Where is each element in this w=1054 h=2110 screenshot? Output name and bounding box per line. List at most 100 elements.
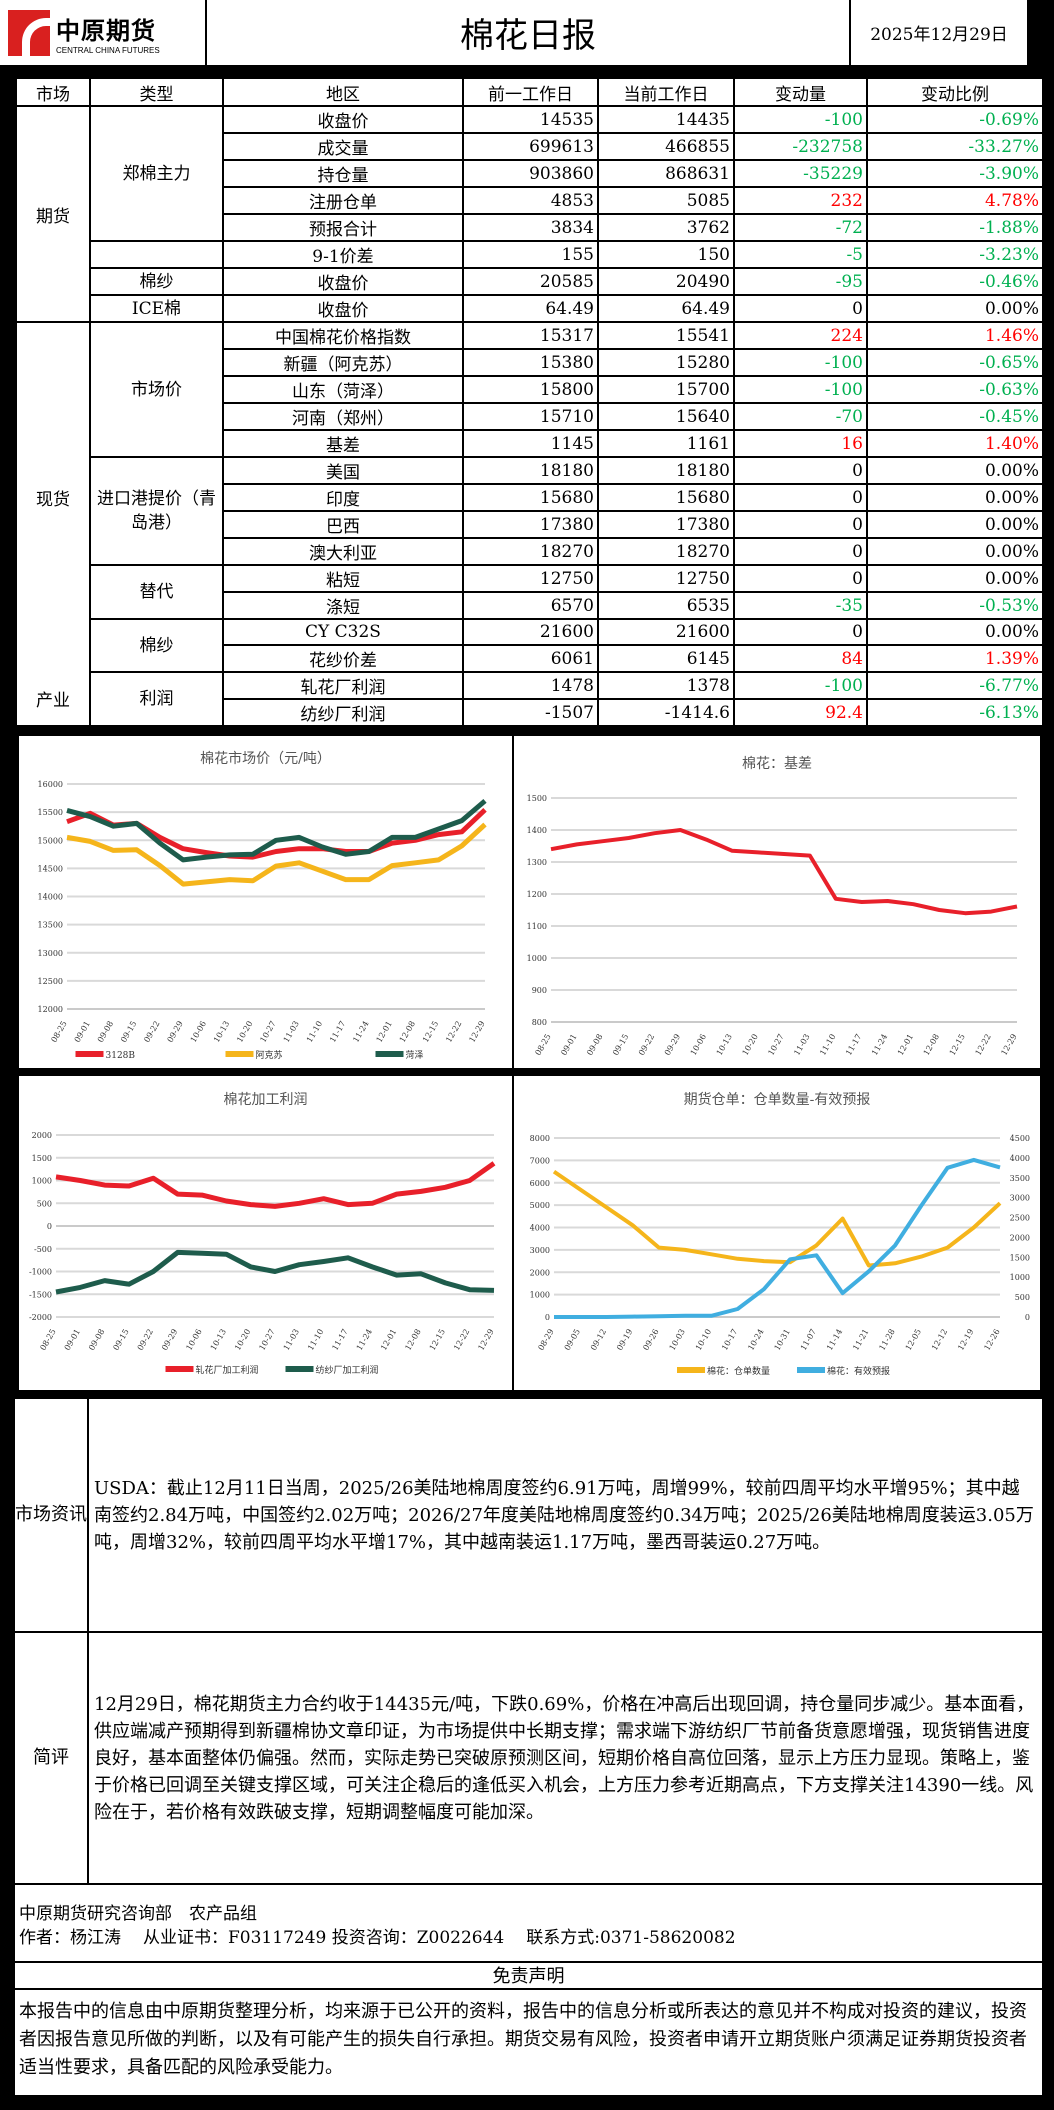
current-value: 15700 (597, 375, 735, 404)
region-cell: 中国棉花价格指数 (222, 321, 464, 350)
legend-label: 阿克苏 (256, 1049, 283, 1061)
y-tick-label: 6000 (530, 1179, 550, 1188)
type-cell: 利润 (89, 671, 224, 728)
x-tick-label: 12-15 (428, 1328, 447, 1352)
x-tick-label: 10-31 (773, 1328, 792, 1352)
table-row: 预报合计 3834 3762 -72 -1.88% (16, 213, 1044, 242)
table-row: 替代 粘短 12750 12750 0 0.00% (16, 564, 1044, 620)
region-cell: 收盘价 (222, 294, 464, 323)
x-tick-label: 10-10 (694, 1328, 713, 1352)
x-tick-label: 11-24 (355, 1328, 374, 1352)
region-cell: 花纱价差 (222, 644, 464, 674)
change-percent: -0.69% (866, 105, 1044, 134)
chart-title: 棉花加工利润 (224, 1091, 308, 1108)
table-row: 注册仓单 4853 5085 232 4.78% (16, 186, 1044, 215)
x-tick-label: 09-01 (63, 1328, 82, 1352)
previous-value: 17380 (462, 510, 599, 539)
chart-cotton-market-price: 棉花市场价（元/吨） 12000 12500 13000 13500 14000 14500… (17, 734, 514, 1070)
chart-processing-profit: 棉花加工利润 -2000 -1500 -1000 -500 0 500 1000 1500 200… (17, 1074, 514, 1392)
previous-value: 14535 (462, 105, 599, 134)
region-cell: 成交量 (222, 132, 464, 161)
price-table: 市场 类型 地区 前一工作日 当前工作日 变动量 变动比例 期货 郑棉主力 收盘价 14535 14… (15, 77, 1044, 728)
current-value: 6535 (597, 591, 735, 620)
type-cell: 替代 (89, 564, 224, 620)
legend-label: 棉花：仓单数量 (707, 1365, 770, 1377)
change-value: 0 (733, 483, 868, 512)
market-info-label: 市场资讯 (15, 1399, 89, 1631)
y2-tick-label: 3500 (1010, 1174, 1030, 1183)
y2-tick-label: 2500 (1010, 1214, 1030, 1223)
previous-value: 64.49 (462, 294, 599, 323)
type-cell: 棉纱 (89, 617, 224, 674)
chart-warehouse-receipts: 期货仓单：仓单数量-有效预报 0 1000 2000 3000 4000 5000 6000 7… (512, 1074, 1042, 1392)
report-header: 中原期货 CENTRAL CHINA FUTURES 棉花日报 2025年12月… (0, 0, 1027, 65)
change-percent: 0.00% (866, 294, 1044, 323)
type-cell: 进口港提价（青岛港） (89, 456, 224, 566)
current-value: 17380 (597, 510, 735, 539)
legend-label: 3128B (106, 1051, 136, 1061)
series-line-0 (55, 1161, 496, 1209)
x-tick-label: 10-27 (257, 1328, 276, 1352)
table-row: 期货 郑棉主力 收盘价 14535 14435 -100 -0.69% (15, 105, 1044, 323)
current-value: 20490 (597, 267, 735, 296)
change-percent: 0.00% (866, 537, 1044, 566)
x-tick-label: 09-22 (637, 1033, 656, 1057)
table-row: 9-1价差 155 150 -5 -3.23% (16, 240, 1044, 269)
previous-value: 18270 (462, 537, 599, 566)
y-tick-label: 2000 (32, 1131, 52, 1140)
change-value: 84 (733, 644, 868, 674)
x-tick-label: 12-29 (999, 1033, 1018, 1057)
previous-value: 1478 (462, 671, 599, 701)
x-tick-label: 08-29 (536, 1328, 555, 1352)
x-tick-label: 09-29 (663, 1033, 682, 1057)
region-cell: 新疆（阿克苏） (222, 348, 464, 377)
x-tick-label: 12-29 (467, 1020, 486, 1044)
x-tick-label: 11-03 (792, 1033, 811, 1057)
market-info-section: 市场资讯 USDA：截止12月11日当周，2025/26美陆地棉周度签约6.91… (15, 1397, 1042, 1633)
change-percent: 0.00% (866, 483, 1044, 512)
previous-value: 6570 (462, 591, 599, 620)
y2-tick-label: 0 (1025, 1313, 1030, 1322)
previous-value: 903860 (462, 159, 599, 188)
column-header: 地区 (222, 77, 464, 107)
y-tick-label: 3000 (530, 1246, 550, 1255)
y-tick-label: 1000 (32, 1177, 52, 1186)
y-tick-label: -2000 (29, 1313, 52, 1322)
x-tick-label: 11-17 (330, 1328, 349, 1352)
y-tick-label: 1200 (527, 890, 547, 899)
previous-value: 3834 (462, 213, 599, 242)
x-tick-label: 09-15 (611, 1033, 630, 1057)
current-value: 6145 (597, 644, 735, 674)
region-cell: 美国 (222, 456, 464, 485)
x-tick-label: 11-24 (870, 1033, 889, 1057)
change-percent: -0.46% (866, 267, 1044, 296)
x-tick-label: 12-08 (398, 1020, 417, 1044)
change-value: -100 (733, 671, 868, 701)
current-value: 21600 (597, 617, 735, 647)
column-header: 当前工作日 (597, 77, 735, 107)
legend-label: 轧花厂加工利润 (196, 1364, 259, 1376)
x-tick-label: 10-27 (258, 1020, 277, 1044)
certificate-info: 从业证书：F03117249 投资咨询：Z0022644 (143, 1928, 505, 1948)
region-cell: 山东（菏泽） (222, 375, 464, 404)
x-tick-label: 11-07 (799, 1328, 818, 1352)
change-value: 232 (733, 186, 868, 215)
x-tick-label: 09-29 (166, 1020, 185, 1044)
y2-tick-label: 1500 (1010, 1253, 1030, 1262)
x-tick-label: 10-06 (189, 1020, 208, 1044)
x-tick-label: 12-22 (452, 1328, 471, 1352)
y-tick-label: 7000 (530, 1156, 550, 1165)
change-value: -35229 (733, 159, 868, 188)
x-tick-label: 09-19 (615, 1328, 634, 1352)
change-percent: -0.45% (866, 402, 1044, 431)
change-value: 0 (733, 564, 868, 593)
x-tick-label: 12-26 (982, 1328, 1001, 1352)
x-tick-label: 08-25 (38, 1328, 57, 1352)
y2-tick-label: 4000 (1010, 1154, 1030, 1163)
previous-value: 6061 (462, 644, 599, 674)
previous-value: 20585 (462, 267, 599, 296)
change-percent: -0.63% (866, 375, 1044, 404)
table-row: 持仓量 903860 868631 -35229 -3.90% (16, 159, 1044, 188)
x-tick-label: 12-01 (379, 1328, 398, 1352)
chart-title: 棉花市场价（元/吨） (200, 750, 331, 767)
